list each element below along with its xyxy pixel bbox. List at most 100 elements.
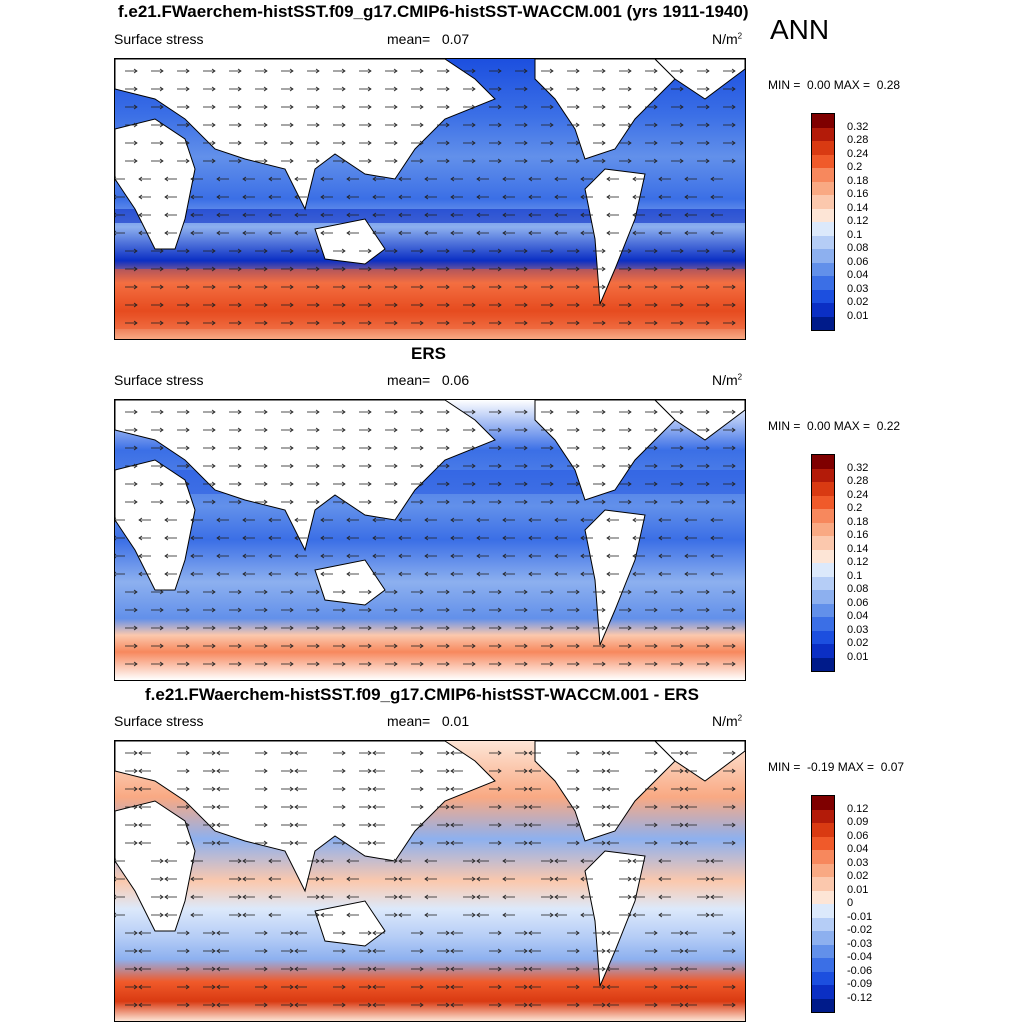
wind-vector-head [216, 176, 221, 182]
wind-vector-head [211, 445, 216, 451]
wind-vector-head [653, 284, 658, 290]
wind-vector-head [419, 158, 424, 164]
wind-vector-head [679, 463, 684, 469]
wind-vector-head [580, 571, 585, 577]
wind-vector-head [419, 1002, 424, 1008]
wind-vector-head [393, 481, 398, 487]
wind-vector-head [367, 840, 372, 846]
wind-vector-head [523, 750, 528, 756]
wind-vector-head [601, 840, 606, 846]
wind-vector-head [575, 661, 580, 667]
wind-vector-head [237, 625, 242, 631]
wind-vector-head [705, 625, 710, 631]
panel-3-title: f.e21.FWaerchem-histSST.f09_g17.CMIP6-hi… [145, 685, 699, 704]
wind-vector-head [263, 104, 268, 110]
wind-vector-head [393, 445, 398, 451]
wind-vector-head [658, 876, 663, 882]
wind-vector-head [320, 212, 325, 218]
wind-vector-head [731, 840, 736, 846]
wind-vector-head [523, 409, 528, 415]
wind-vector-head [497, 104, 502, 110]
wind-vector-head [398, 912, 403, 918]
wind-vector-head [632, 571, 637, 577]
wind-vector-head [185, 948, 190, 954]
wind-vector-head [424, 912, 429, 918]
wind-vector-head [237, 427, 242, 433]
wind-vector-head [263, 948, 268, 954]
wind-vector-head [497, 786, 502, 792]
colorbar-swatch [812, 823, 834, 837]
wind-vector-head [185, 966, 190, 972]
wind-vector-head [606, 948, 611, 954]
wind-vector-head [606, 768, 611, 774]
wind-vector-head [398, 894, 403, 900]
wind-vector-head [289, 86, 294, 92]
wind-vector-head [658, 176, 663, 182]
wind-vector-head [627, 625, 632, 631]
colorbar-swatch [812, 482, 834, 496]
wind-vector-head [424, 535, 429, 541]
wind-vector-head [575, 984, 580, 990]
wind-vector-head [133, 409, 138, 415]
wind-vector-head [705, 661, 710, 667]
wind-vector-head [133, 786, 138, 792]
colorbar-tick-label: 0.12 [847, 215, 869, 227]
wind-vector-head [606, 1002, 611, 1008]
wind-vector-head [133, 1002, 138, 1008]
wind-vector-head [315, 625, 320, 631]
wind-vector-head [554, 230, 559, 236]
wind-vector-head [263, 930, 268, 936]
wind-vector-head [497, 607, 502, 613]
wind-vector-head [289, 1002, 294, 1008]
wind-vector-head [341, 1002, 346, 1008]
wind-vector-head [211, 607, 216, 613]
wind-vector-head [315, 302, 320, 308]
colorbar-tick-label: 0.01 [847, 309, 869, 322]
colorbar-swatch [812, 850, 834, 864]
wind-vector-head [263, 320, 268, 326]
wind-vector-head [601, 302, 606, 308]
wind-vector-head [445, 284, 450, 290]
wind-vector-head [653, 822, 658, 828]
wind-vector-head [653, 266, 658, 272]
wind-vector-head [658, 858, 663, 864]
wind-vector-head [133, 248, 138, 254]
wind-vector-head [653, 786, 658, 792]
wind-vector-head [242, 194, 247, 200]
wind-vector-head [731, 750, 736, 756]
wind-vector-head [164, 894, 169, 900]
wind-vector-head [627, 643, 632, 649]
colorbar-swatch [812, 303, 834, 317]
colorbar-tick-label: 0.01 [847, 883, 869, 896]
panel-3-vector-field [115, 750, 736, 1008]
wind-vector-head [450, 840, 455, 846]
wind-vector-head [601, 68, 606, 74]
wind-vector-head [705, 122, 710, 128]
wind-vector-head [731, 481, 736, 487]
wind-vector-head [367, 948, 372, 954]
wind-vector-head [367, 481, 372, 487]
wind-vector-head [601, 463, 606, 469]
wind-vector-head [211, 463, 216, 469]
colorbar-swatch [812, 617, 834, 631]
wind-vector-head [575, 104, 580, 110]
wind-vector-head [497, 966, 502, 972]
wind-vector-head [471, 427, 476, 433]
wind-vector-head [653, 409, 658, 415]
wind-vector-head [523, 1002, 528, 1008]
wind-vector-head [601, 1002, 606, 1008]
wind-vector-head [419, 320, 424, 326]
wind-vector-head [601, 248, 606, 254]
wind-vector-head [471, 445, 476, 451]
wind-vector-head [216, 984, 221, 990]
panel-2-title: ERS [411, 344, 446, 363]
wind-vector-head [658, 230, 663, 236]
wind-vector-head [450, 984, 455, 990]
wind-vector-head [731, 607, 736, 613]
wind-vector-head [601, 427, 606, 433]
wind-vector-head [393, 140, 398, 146]
wind-vector-head [684, 948, 689, 954]
wind-vector-head [190, 212, 195, 218]
wind-vector-head [263, 804, 268, 810]
wind-vector-head [523, 284, 528, 290]
